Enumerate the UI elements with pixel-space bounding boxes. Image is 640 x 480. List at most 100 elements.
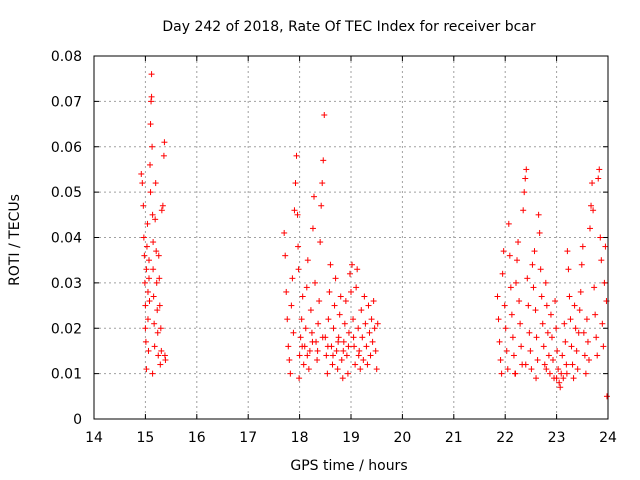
data-point [145, 275, 152, 282]
data-point [335, 334, 342, 341]
data-point [340, 338, 347, 345]
data-point [345, 343, 352, 350]
data-point [142, 338, 149, 345]
data-point [573, 347, 580, 354]
data-point [317, 239, 324, 246]
data-point [346, 270, 353, 277]
data-point [593, 334, 600, 341]
data-point [325, 316, 332, 323]
data-point [307, 307, 314, 314]
data-point [334, 366, 341, 373]
data-point [508, 311, 515, 318]
data-point [284, 316, 291, 323]
data-point [598, 257, 605, 264]
data-point [536, 229, 543, 236]
data-point [145, 257, 152, 264]
data-point [161, 352, 168, 359]
data-point [529, 261, 536, 268]
data-point [319, 180, 326, 187]
data-point [326, 288, 333, 295]
y-tick-label: 0.02 [51, 321, 82, 337]
data-point [560, 375, 567, 382]
y-tick-label: 0.03 [51, 276, 82, 292]
data-point [149, 143, 156, 150]
data-point [507, 284, 514, 291]
data-point [345, 329, 352, 336]
data-point [138, 170, 145, 177]
data-point [339, 375, 346, 382]
data-point [509, 334, 516, 341]
data-point [592, 311, 599, 318]
data-point [154, 329, 161, 336]
data-point [506, 252, 513, 259]
data-point [140, 234, 147, 241]
data-point [502, 325, 509, 332]
data-point [335, 338, 342, 345]
data-point [564, 248, 571, 255]
data-point [340, 347, 347, 354]
data-point [291, 207, 298, 214]
data-point [152, 216, 159, 223]
data-point [145, 347, 152, 354]
data-point [559, 352, 566, 359]
data-point [140, 202, 147, 209]
data-point [318, 202, 325, 209]
data-point [141, 279, 148, 286]
data-point [362, 320, 369, 327]
data-point [309, 338, 316, 345]
data-point [295, 266, 302, 273]
data-point [337, 293, 344, 300]
data-point [324, 343, 331, 350]
data-point [348, 288, 354, 295]
data-point [353, 284, 360, 291]
data-point [525, 302, 532, 309]
data-point [331, 302, 338, 309]
data-point [538, 293, 545, 300]
data-point [372, 347, 379, 354]
data-point [305, 366, 312, 373]
data-point [374, 320, 381, 327]
data-point [139, 180, 146, 187]
data-point [563, 361, 570, 368]
data-point [556, 379, 563, 386]
data-point [351, 343, 358, 350]
data-point [552, 298, 559, 305]
data-point [580, 329, 587, 336]
data-point [304, 352, 311, 359]
data-point [142, 302, 149, 309]
data-point [578, 261, 585, 268]
data-point [523, 166, 530, 173]
data-point [562, 338, 569, 345]
data-point [292, 180, 299, 187]
data-point [524, 275, 531, 282]
data-point [149, 211, 156, 218]
data-point [147, 189, 154, 196]
data-point [359, 334, 366, 341]
data-point [144, 316, 151, 323]
data-point [361, 293, 368, 300]
data-point [528, 366, 535, 373]
data-point [510, 352, 517, 359]
data-point [553, 375, 560, 382]
data-point [530, 284, 537, 291]
data-point [579, 243, 586, 250]
data-point [514, 257, 521, 264]
data-point [539, 320, 546, 327]
data-point [588, 202, 595, 209]
data-point [601, 279, 608, 286]
data-point [141, 252, 148, 259]
data-point [148, 71, 155, 78]
data-point [142, 325, 149, 332]
data-point [542, 279, 549, 286]
data-point [366, 329, 373, 336]
data-point [367, 352, 374, 359]
data-point [152, 180, 159, 187]
data-point [336, 311, 343, 318]
data-point [155, 352, 162, 359]
data-point [527, 347, 534, 354]
data-point [156, 275, 163, 282]
data-point [143, 366, 150, 373]
data-point [371, 325, 378, 332]
data-point [603, 393, 610, 400]
